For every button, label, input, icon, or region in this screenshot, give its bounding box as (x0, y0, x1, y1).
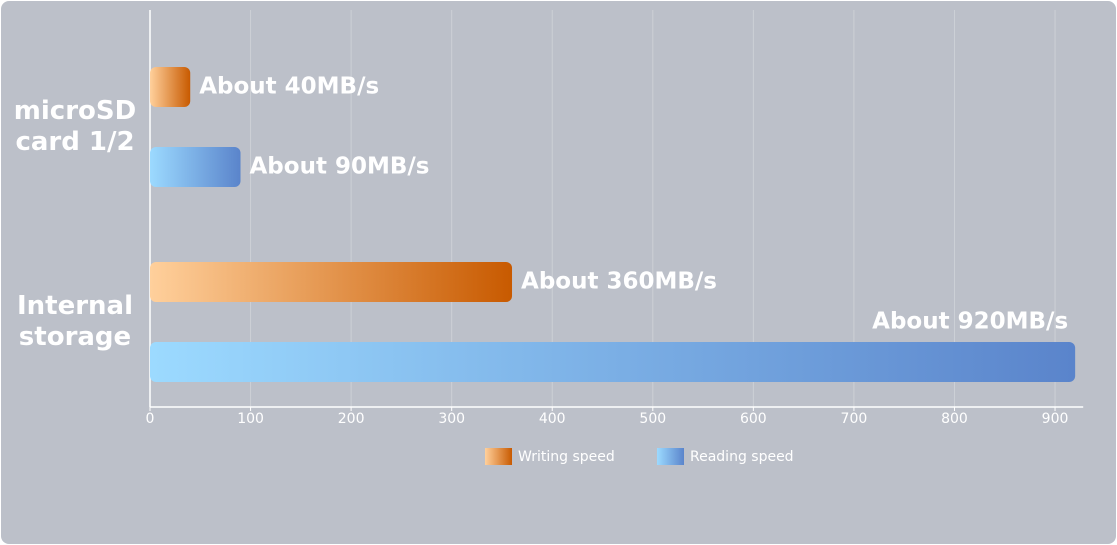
bar (150, 262, 513, 302)
x-tick-label: 100 (237, 411, 264, 427)
x-tick-label: 0 (146, 411, 155, 427)
bar (150, 147, 241, 187)
x-tick-label: 300 (438, 411, 465, 427)
x-tick-label: 900 (1042, 411, 1069, 427)
x-tick-label: 800 (941, 411, 968, 427)
bar (150, 67, 191, 107)
x-tick-label: 400 (539, 411, 566, 427)
data-label: About 40MB/s (199, 74, 379, 100)
legend-swatch (485, 448, 512, 465)
bar (150, 342, 1076, 382)
x-tick-label: 200 (338, 411, 365, 427)
legend-swatch (657, 448, 684, 465)
legend-label: Writing speed (518, 449, 615, 465)
category-label: microSD card 1/2 (13, 96, 137, 157)
category-label: Internal storage (16, 291, 134, 352)
data-label: About 90MB/s (250, 154, 430, 180)
x-tick-label: 600 (740, 411, 767, 427)
x-tick-label: 500 (639, 411, 666, 427)
data-label: About 360MB/s (521, 269, 717, 295)
x-tick-label: 700 (841, 411, 868, 427)
data-label: About 920MB/s (872, 309, 1068, 335)
legend-label: Reading speed (690, 449, 794, 465)
